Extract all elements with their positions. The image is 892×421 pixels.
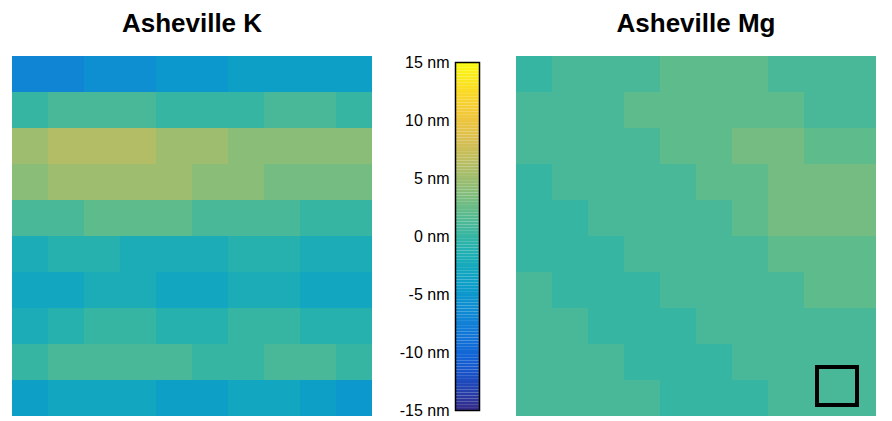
svg-text:-15 nm: -15 nm — [400, 402, 450, 418]
svg-text:15 nm: 15 nm — [405, 54, 449, 71]
svg-text:-5 nm: -5 nm — [409, 286, 450, 303]
svg-text:5 nm: 5 nm — [414, 170, 450, 187]
html-text:Asheville K: Asheville K — [121, 8, 263, 38]
svg-text:10 nm: 10 nm — [405, 112, 449, 129]
svg-text:0 nm: 0 nm — [414, 228, 450, 245]
svg-text:-10 nm: -10 nm — [400, 344, 450, 361]
html-text:Asheville Mg: Asheville Mg — [616, 8, 776, 38]
